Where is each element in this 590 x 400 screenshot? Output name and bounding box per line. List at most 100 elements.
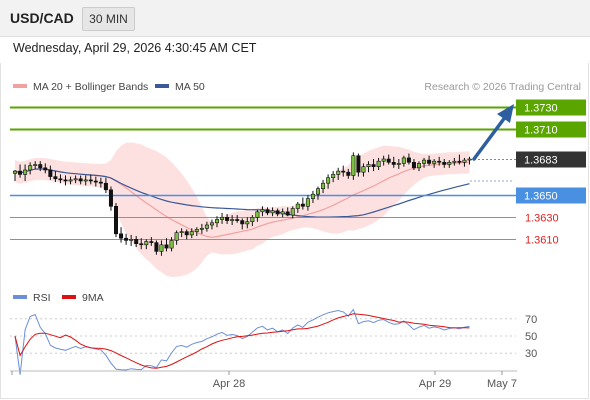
bollinger-band-area: [15, 142, 470, 277]
candle: [134, 236, 139, 247]
candles: [13, 152, 472, 256]
candle: [199, 223, 204, 234]
candle: [331, 171, 336, 183]
last-price-label: 1.3683: [524, 155, 558, 167]
candle: [336, 167, 341, 180]
candle: [129, 234, 134, 246]
support-label-1-3630: 1.3630: [525, 213, 559, 225]
ma50-legend-label: MA 50: [175, 81, 205, 93]
candle: [209, 219, 214, 230]
candle: [406, 153, 411, 165]
candle: [83, 175, 88, 186]
target-label-box-1-3710: [516, 121, 586, 138]
timeframe-button[interactable]: 30 MIN: [82, 7, 135, 31]
candle: [149, 237, 154, 246]
candle: [300, 197, 305, 210]
candle: [103, 177, 108, 194]
ma50-legend-swatch: [155, 84, 169, 88]
candle: [78, 175, 83, 185]
ma20-legend-label: MA 20 + Bollinger Bands: [33, 81, 148, 93]
timestamp: Wednesday, April 29, 2026 4:30:45 AM CET: [13, 41, 257, 55]
symbol-title: USD/CAD: [10, 10, 74, 26]
candle: [411, 159, 416, 170]
candle: [351, 152, 356, 180]
candle: [174, 230, 179, 245]
candle: [179, 228, 184, 238]
candle: [139, 238, 144, 250]
candle: [240, 218, 245, 230]
candle: [28, 162, 33, 175]
candle: [184, 229, 189, 240]
rsi-legend-label: RSI: [33, 292, 51, 304]
candle: [462, 157, 467, 167]
candle: [108, 186, 113, 211]
rsi-ma-legend-swatch: [62, 295, 76, 299]
last-price-box: [516, 151, 586, 168]
ma20-legend-swatch: [13, 84, 27, 88]
candle: [270, 207, 275, 217]
candle: [381, 155, 386, 166]
forecast-arrow: [472, 104, 514, 161]
candle: [13, 170, 18, 181]
candle: [215, 216, 220, 228]
rsi-ma-line: [14, 313, 470, 369]
candle: [280, 208, 285, 218]
candle: [220, 212, 225, 224]
candle: [154, 240, 159, 255]
candle: [230, 215, 235, 225]
candle: [275, 208, 280, 217]
candle: [290, 206, 295, 219]
candle: [164, 238, 169, 252]
header-bar: USD/CAD 30 MIN: [0, 0, 590, 37]
rsi-panel: 70 50 30: [10, 308, 537, 375]
candle: [315, 186, 320, 200]
rsi-ma-legend-label: 9MA: [82, 292, 104, 304]
candle: [396, 159, 401, 169]
target-label-1-3730: 1.3730: [524, 103, 558, 115]
candle: [376, 157, 381, 170]
candle: [98, 177, 103, 188]
candle: [68, 176, 73, 185]
candle: [124, 233, 129, 245]
candle: [169, 237, 174, 252]
candle: [144, 239, 149, 250]
target-label-box-1-3730: [516, 99, 586, 116]
candle: [265, 207, 270, 216]
candle: [416, 161, 421, 172]
candle: [245, 217, 250, 229]
candle: [341, 165, 346, 177]
candle: [260, 206, 265, 217]
candle: [119, 227, 124, 243]
candle: [159, 240, 164, 256]
chart-frame: [0, 63, 589, 399]
candle: [114, 203, 119, 238]
candle: [356, 153, 361, 177]
candle: [63, 175, 68, 186]
candle: [58, 174, 63, 184]
candle: [88, 174, 93, 185]
candle: [437, 156, 442, 166]
candle: [422, 157, 427, 168]
price-levels: 1.3730 1.3710 1.3683 1.3650 1.3630 1.3610: [10, 99, 586, 247]
candle: [93, 176, 98, 187]
bollinger-bands: [15, 142, 470, 277]
candle: [189, 228, 194, 239]
candle: [447, 160, 452, 168]
candle: [305, 195, 310, 211]
target-label-1-3710: 1.3710: [524, 125, 558, 137]
candle: [255, 209, 260, 222]
candle: [427, 155, 432, 166]
candle: [326, 174, 331, 189]
candle: [295, 201, 300, 213]
candle: [53, 171, 58, 183]
candle: [467, 156, 472, 165]
candle: [452, 157, 457, 166]
candle: [204, 221, 209, 232]
credit-text: Research © 2026 Trading Central: [424, 81, 581, 93]
candle: [391, 156, 396, 168]
candle: [310, 190, 315, 203]
candle: [371, 159, 376, 172]
candle: [235, 215, 240, 223]
rsi-tick-30: 30: [525, 348, 537, 360]
